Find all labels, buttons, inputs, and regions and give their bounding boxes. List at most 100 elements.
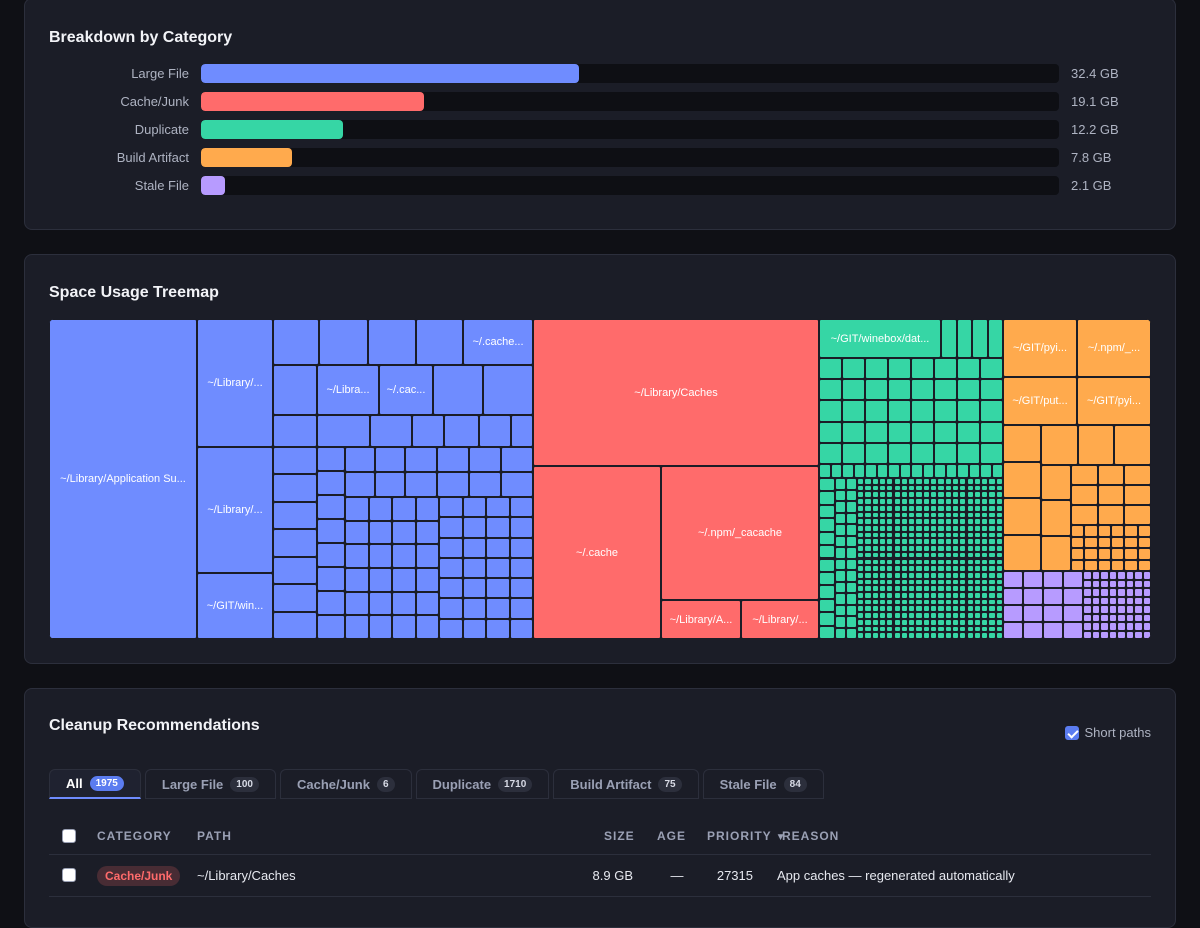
treemap-cell-cache-junk[interactable]: ~/.npm/_cacache (661, 466, 819, 600)
treemap-cell-duplicate[interactable] (973, 504, 982, 512)
treemap-cell-stale-file[interactable] (1117, 622, 1126, 631)
treemap-cell-build-artifact[interactable] (1071, 548, 1085, 560)
treemap-cell-duplicate[interactable] (878, 484, 887, 492)
treemap-cell-stale-file[interactable] (1125, 613, 1134, 622)
treemap-cell-duplicate[interactable] (915, 605, 923, 613)
treemap-cell-duplicate[interactable] (959, 625, 967, 633)
treemap-cell-duplicate[interactable] (915, 592, 923, 599)
treemap-cell-duplicate[interactable] (988, 478, 996, 485)
treemap-cell-large-file[interactable] (368, 591, 392, 616)
treemap-cell-duplicate[interactable] (959, 571, 967, 579)
treemap-cell-duplicate[interactable] (871, 625, 879, 633)
treemap-cell-duplicate[interactable] (988, 531, 996, 539)
treemap-cell-duplicate[interactable] (915, 504, 923, 512)
treemap-cell-duplicate[interactable] (886, 498, 894, 505)
treemap-cell-build-artifact[interactable] (1097, 536, 1111, 548)
treemap-cell-duplicate[interactable] (988, 545, 996, 552)
treemap-cell-stale-file[interactable] (1091, 613, 1100, 622)
treemap-cell-duplicate[interactable] (988, 484, 996, 492)
treemap-cell-stale-file[interactable] (1108, 588, 1117, 597)
treemap-cell-duplicate[interactable] (930, 592, 938, 599)
treemap-cell-stale-file[interactable] (1134, 605, 1143, 614)
treemap-cell-duplicate[interactable] (819, 504, 835, 519)
treemap-cell-duplicate[interactable] (944, 504, 952, 512)
treemap-cell-duplicate[interactable] (922, 605, 930, 613)
treemap-cell-stale-file[interactable] (1117, 613, 1126, 622)
treemap-cell-duplicate[interactable] (846, 512, 857, 524)
treemap-cell-large-file[interactable] (509, 578, 533, 599)
treemap-cell-duplicate[interactable] (864, 518, 872, 525)
treemap-cell-duplicate[interactable] (819, 558, 835, 572)
treemap-cell-duplicate[interactable] (988, 498, 996, 505)
treemap-cell-duplicate[interactable] (857, 605, 865, 613)
treemap-cell-duplicate[interactable] (966, 618, 974, 626)
treemap-cell-duplicate[interactable] (915, 558, 923, 566)
treemap-cell-duplicate[interactable] (915, 491, 923, 499)
treemap-cell-duplicate[interactable] (893, 625, 901, 633)
treemap-cell-stale-file[interactable] (1003, 571, 1023, 588)
treemap-cell-duplicate[interactable] (908, 585, 916, 593)
treemap-cell-duplicate[interactable] (819, 442, 842, 464)
treemap-cell-duplicate[interactable] (835, 570, 846, 582)
treemap-cell-duplicate[interactable] (944, 538, 952, 546)
treemap-cell-duplicate[interactable] (922, 464, 934, 478)
treemap-cell-duplicate[interactable] (988, 605, 996, 613)
treemap-cell-duplicate[interactable] (922, 491, 930, 499)
treemap-cell-duplicate[interactable] (886, 598, 894, 606)
treemap-cell-build-artifact[interactable]: ~/GIT/pyi... (1003, 319, 1077, 377)
treemap-cell-large-file[interactable] (319, 319, 369, 365)
treemap-cell-stale-file[interactable] (1108, 571, 1117, 580)
treemap-cell-stale-file[interactable] (1142, 622, 1151, 631)
treemap-cell-duplicate[interactable] (973, 625, 982, 633)
treemap-cell-duplicate[interactable] (980, 358, 1003, 380)
treemap-cell-large-file[interactable] (483, 365, 533, 415)
treemap-cell-duplicate[interactable] (871, 632, 879, 639)
treemap-cell-duplicate[interactable] (988, 612, 996, 619)
treemap-cell-duplicate[interactable] (959, 538, 967, 546)
treemap-cell-large-file[interactable] (437, 447, 469, 472)
treemap-cell-stale-file[interactable] (1100, 622, 1109, 631)
treemap-cell-duplicate[interactable] (830, 464, 842, 478)
treemap-cell-duplicate[interactable] (934, 421, 957, 443)
treemap-cell-duplicate[interactable] (846, 616, 857, 628)
treemap-cell-duplicate[interactable] (915, 511, 923, 519)
treemap-cell-duplicate[interactable] (865, 400, 888, 422)
treemap-cell-build-artifact[interactable] (1124, 485, 1151, 505)
treemap-cell-duplicate[interactable] (995, 538, 1003, 546)
treemap-cell-stale-file[interactable] (1003, 605, 1023, 622)
treemap-cell-duplicate[interactable] (930, 598, 938, 606)
treemap-cell-large-file[interactable] (462, 497, 486, 518)
treemap-cell-large-file[interactable] (415, 591, 439, 616)
treemap-cell-duplicate[interactable] (908, 605, 916, 613)
treemap-cell-large-file[interactable] (317, 591, 345, 615)
treemap-cell-stale-file[interactable] (1043, 605, 1063, 622)
treemap-cell-stale-file[interactable] (1117, 605, 1126, 614)
treemap-cell-duplicate[interactable] (842, 358, 865, 380)
treemap-cell-build-artifact[interactable] (1084, 536, 1098, 548)
treemap-cell-duplicate[interactable] (900, 538, 909, 546)
treemap-cell-large-file[interactable] (415, 319, 463, 365)
treemap-cell-duplicate[interactable] (900, 498, 909, 505)
treemap-cell-duplicate[interactable] (995, 531, 1003, 539)
treemap-cell-stale-file[interactable] (1083, 630, 1092, 639)
treemap-cell-duplicate[interactable] (871, 585, 879, 593)
treemap-cell-build-artifact[interactable]: ~/.npm/_... (1077, 319, 1151, 377)
treemap-cell-duplicate[interactable] (959, 632, 967, 639)
column-header-priority[interactable]: PRIORITY ▼ (707, 817, 787, 857)
treemap-cell-duplicate[interactable] (959, 545, 967, 552)
treemap-cell-stale-file[interactable] (1083, 571, 1092, 580)
treemap-cell-duplicate[interactable] (966, 484, 974, 492)
treemap-cell-duplicate[interactable] (915, 531, 923, 539)
treemap-cell-duplicate[interactable] (951, 571, 960, 579)
treemap-cell-duplicate[interactable] (846, 593, 857, 605)
treemap-cell-duplicate[interactable] (937, 545, 945, 552)
treemap-cell-duplicate[interactable] (930, 498, 938, 505)
treemap-cell-duplicate[interactable] (981, 585, 989, 593)
treemap-cell-duplicate[interactable] (930, 538, 938, 546)
treemap-cell-duplicate[interactable] (966, 585, 974, 593)
treemap-cell-large-file[interactable] (368, 615, 392, 639)
treemap-cell-duplicate[interactable] (871, 524, 879, 532)
treemap-cell-duplicate[interactable] (915, 478, 923, 485)
treemap-cell-duplicate[interactable] (922, 618, 930, 626)
treemap-cell-duplicate[interactable] (857, 498, 865, 505)
